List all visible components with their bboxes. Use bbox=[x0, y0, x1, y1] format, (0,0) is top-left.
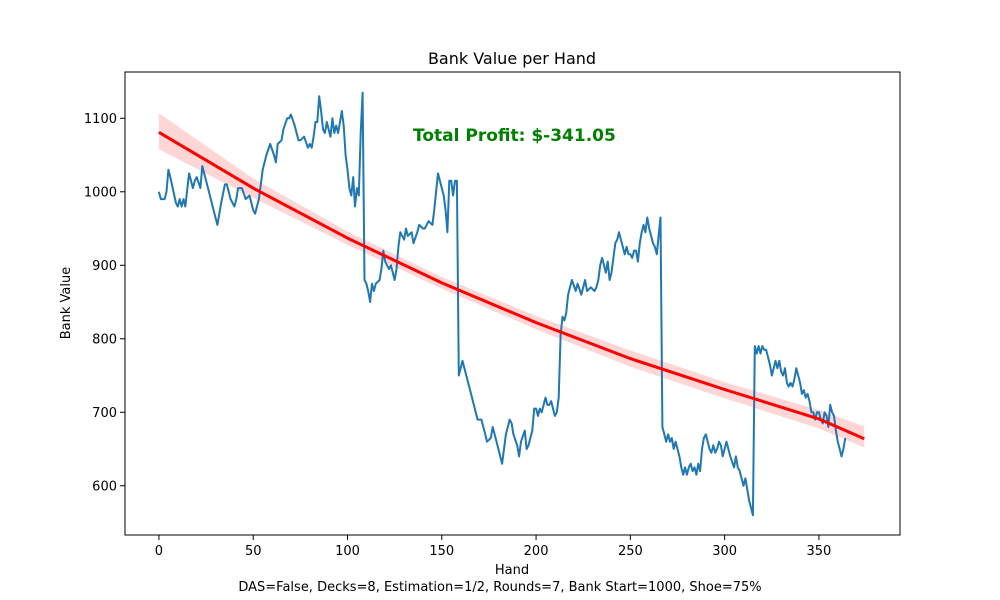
plot-frame bbox=[124, 71, 901, 536]
x-tick-label: 300 bbox=[712, 544, 737, 559]
y-tick-label: 1000 bbox=[84, 185, 117, 200]
x-tick-label: 50 bbox=[245, 544, 262, 559]
y-tick-label: 900 bbox=[92, 259, 117, 274]
y-axis-label: Bank Value bbox=[59, 267, 74, 339]
settings-footer: DAS=False, Decks=8, Estimation=1/2, Roun… bbox=[238, 580, 762, 595]
y-axis: 600 700 800 900 1000 1100 bbox=[84, 112, 125, 494]
trend-layer bbox=[158, 131, 865, 441]
x-tick-label: 150 bbox=[429, 544, 454, 559]
y-tick-label: 700 bbox=[92, 406, 117, 421]
chart-title: Bank Value per Hand bbox=[428, 49, 596, 68]
x-tick-label: 200 bbox=[524, 544, 549, 559]
x-tick-label: 0 bbox=[155, 544, 163, 559]
y-tick-label: 600 bbox=[92, 479, 117, 494]
trend-line bbox=[158, 131, 865, 441]
x-tick-label: 350 bbox=[807, 544, 832, 559]
x-axis-label: Hand bbox=[495, 563, 529, 578]
bank-value-line bbox=[157, 91, 847, 517]
x-axis: 0 50 100 150 200 250 300 350 bbox=[155, 535, 832, 559]
confidence-band-layer bbox=[158, 113, 865, 448]
y-tick-label: 800 bbox=[92, 332, 117, 347]
confidence-band bbox=[158, 113, 865, 448]
total-profit-annotation: Total Profit: $-341.05 bbox=[413, 126, 616, 146]
y-tick-label: 1100 bbox=[84, 112, 117, 127]
series-layer bbox=[157, 91, 847, 517]
x-tick-label: 100 bbox=[335, 544, 360, 559]
x-tick-label: 250 bbox=[618, 544, 643, 559]
